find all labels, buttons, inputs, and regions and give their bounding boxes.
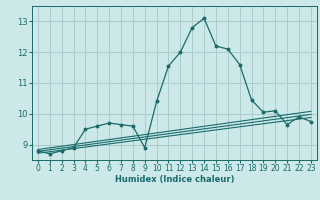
X-axis label: Humidex (Indice chaleur): Humidex (Indice chaleur) <box>115 175 234 184</box>
